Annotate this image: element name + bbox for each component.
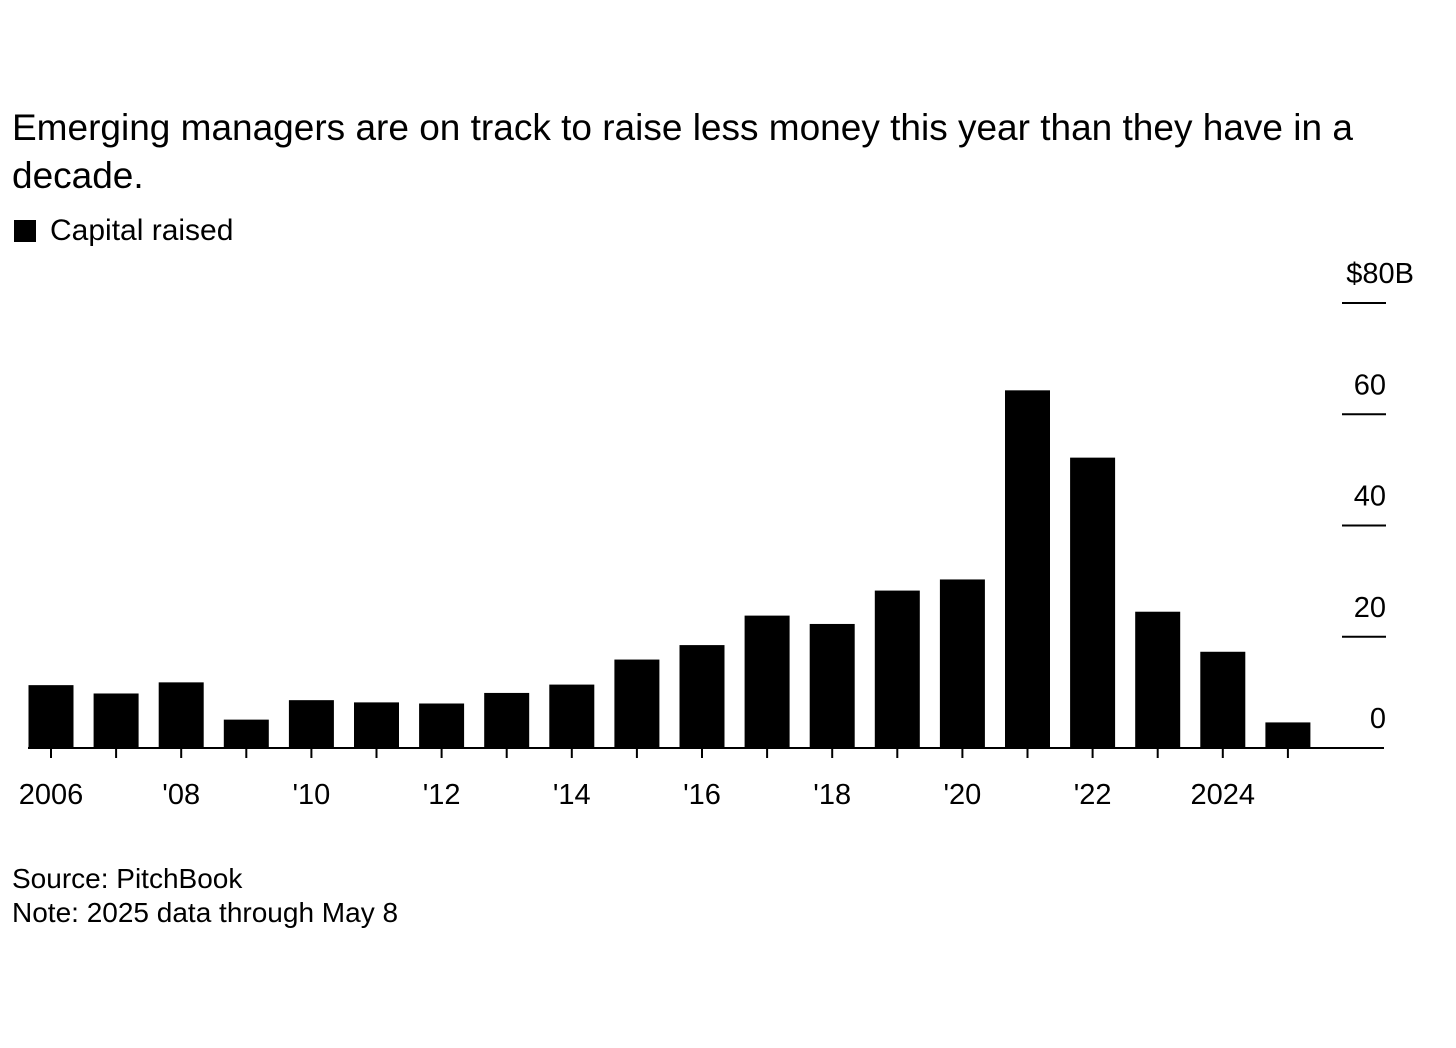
x-tick-label-2016: '16 (683, 779, 721, 811)
bar-2019 (874, 590, 920, 748)
bar-2009 (223, 719, 269, 748)
x-tick-label-2022: '22 (1074, 779, 1112, 811)
bar-2010 (288, 700, 334, 748)
chart-title: Emerging managers are on track to raise … (12, 107, 1353, 196)
bar-2013 (484, 692, 530, 748)
bar-2021 (1005, 390, 1050, 748)
bar-2011 (354, 702, 399, 748)
legend-label: Capital raised (50, 214, 234, 247)
y-tick-label-80: $80B (1346, 258, 1414, 290)
x-axis: 2006 '08 '10 '12 '14 '16 '18 '20 '22 2024 (19, 747, 1384, 811)
x-tick-label-2006: 2006 (19, 779, 84, 811)
x-tick-label-2020: '20 (944, 779, 982, 811)
note-text: Note: 2025 data through May 8 (12, 897, 399, 928)
x-tick-label-2010: '10 (293, 779, 331, 811)
bar-2006 (28, 685, 74, 748)
legend: Capital raised (14, 214, 233, 248)
y-tick-label-20: 20 (1354, 592, 1386, 624)
legend-swatch (14, 220, 36, 242)
y-tick-label-60: 60 (1354, 369, 1386, 401)
x-tick-label-2012: '12 (423, 779, 461, 811)
y-tick-label-40: 40 (1354, 481, 1386, 513)
y-axis: $80B 60 40 20 0 (1342, 258, 1414, 735)
y-tick-label-0: 0 (1370, 703, 1386, 735)
bar-2008 (158, 682, 204, 748)
source-text: Source: PitchBook (12, 863, 243, 894)
bar-2018 (809, 623, 855, 748)
bar-2024 (1200, 651, 1246, 748)
bars (28, 390, 1311, 748)
bar-2007 (93, 693, 139, 748)
x-tick-label-2018: '18 (813, 779, 851, 811)
x-tick-label-2014: '14 (553, 779, 591, 811)
bar-2012 (419, 703, 465, 748)
bar-2023 (1135, 611, 1181, 748)
footnotes: Source: PitchBook Note: 2025 data throug… (12, 862, 398, 930)
bar-2016 (679, 645, 725, 748)
bar-2015 (614, 659, 660, 748)
bar-2014 (549, 684, 595, 748)
bar-2022 (1070, 457, 1116, 748)
bar-2017 (744, 615, 790, 748)
x-tick-label-2008: '08 (162, 779, 200, 811)
bar-2025 (1265, 722, 1311, 748)
bar-2020 (939, 579, 985, 748)
x-tick-label-2024: 2024 (1191, 779, 1256, 811)
